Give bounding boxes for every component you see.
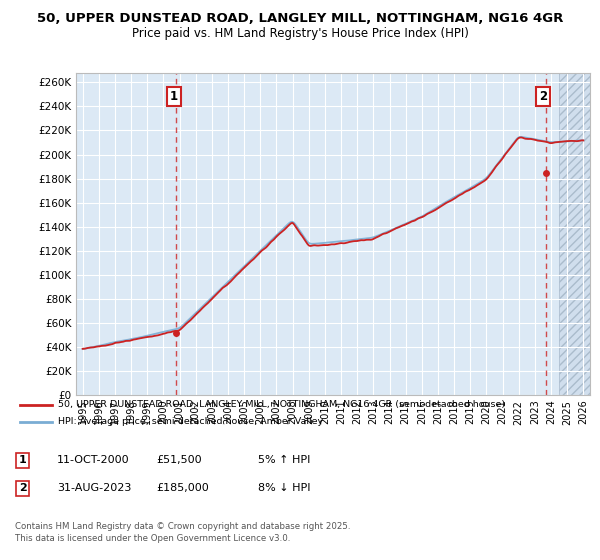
Text: £185,000: £185,000 (156, 483, 209, 493)
Text: 2: 2 (539, 90, 547, 104)
Text: Price paid vs. HM Land Registry's House Price Index (HPI): Price paid vs. HM Land Registry's House … (131, 27, 469, 40)
Text: 50, UPPER DUNSTEAD ROAD, LANGLEY MILL, NOTTINGHAM, NG16 4GR (semi-detached house: 50, UPPER DUNSTEAD ROAD, LANGLEY MILL, N… (58, 400, 505, 409)
Text: 11-OCT-2000: 11-OCT-2000 (57, 455, 130, 465)
Text: HPI: Average price, semi-detached house, Amber Valley: HPI: Average price, semi-detached house,… (58, 417, 323, 426)
Text: Contains HM Land Registry data © Crown copyright and database right 2025.
This d: Contains HM Land Registry data © Crown c… (15, 522, 350, 543)
Text: 2: 2 (19, 483, 26, 493)
Text: 5% ↑ HPI: 5% ↑ HPI (258, 455, 310, 465)
Text: 1: 1 (19, 455, 26, 465)
Text: 31-AUG-2023: 31-AUG-2023 (57, 483, 131, 493)
Text: 50, UPPER DUNSTEAD ROAD, LANGLEY MILL, NOTTINGHAM, NG16 4GR: 50, UPPER DUNSTEAD ROAD, LANGLEY MILL, N… (37, 12, 563, 25)
Text: 1: 1 (170, 90, 178, 104)
Text: 8% ↓ HPI: 8% ↓ HPI (258, 483, 311, 493)
Text: £51,500: £51,500 (156, 455, 202, 465)
